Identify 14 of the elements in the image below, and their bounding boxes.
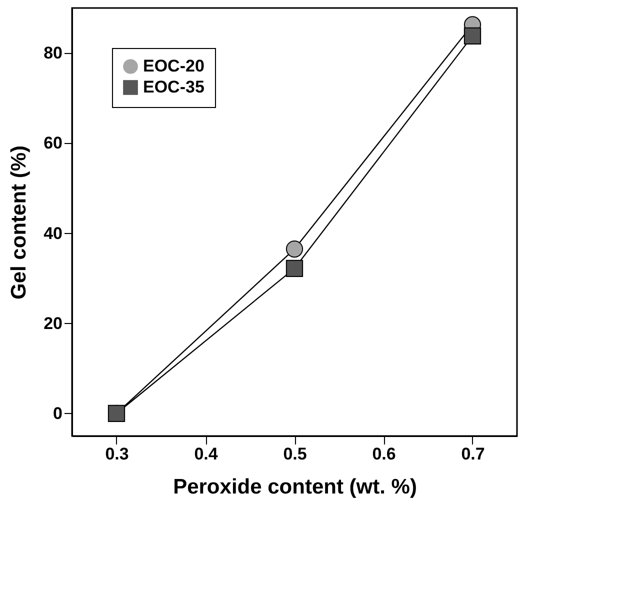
x-tick-label: 0.7 bbox=[461, 444, 485, 464]
y-axis-title: Gel content (%) bbox=[8, 145, 31, 300]
y-tick-label: 0 bbox=[53, 404, 62, 423]
x-axis-title: Peroxide content (wt. %) bbox=[173, 476, 417, 498]
y-tick-label: 80 bbox=[44, 44, 62, 63]
y-tick-label: 40 bbox=[44, 224, 62, 243]
legend-label: EOC-35 bbox=[143, 78, 204, 96]
x-tick-label: 0.6 bbox=[372, 444, 396, 464]
x-tick-label: 0.5 bbox=[283, 444, 307, 464]
legend-label: EOC-20 bbox=[143, 56, 204, 76]
x-tick-label: 0.4 bbox=[194, 444, 218, 464]
y-tick-label: 60 bbox=[44, 134, 62, 153]
x-tick-label: 0.3 bbox=[105, 444, 129, 464]
y-tick-label: 20 bbox=[44, 314, 62, 333]
